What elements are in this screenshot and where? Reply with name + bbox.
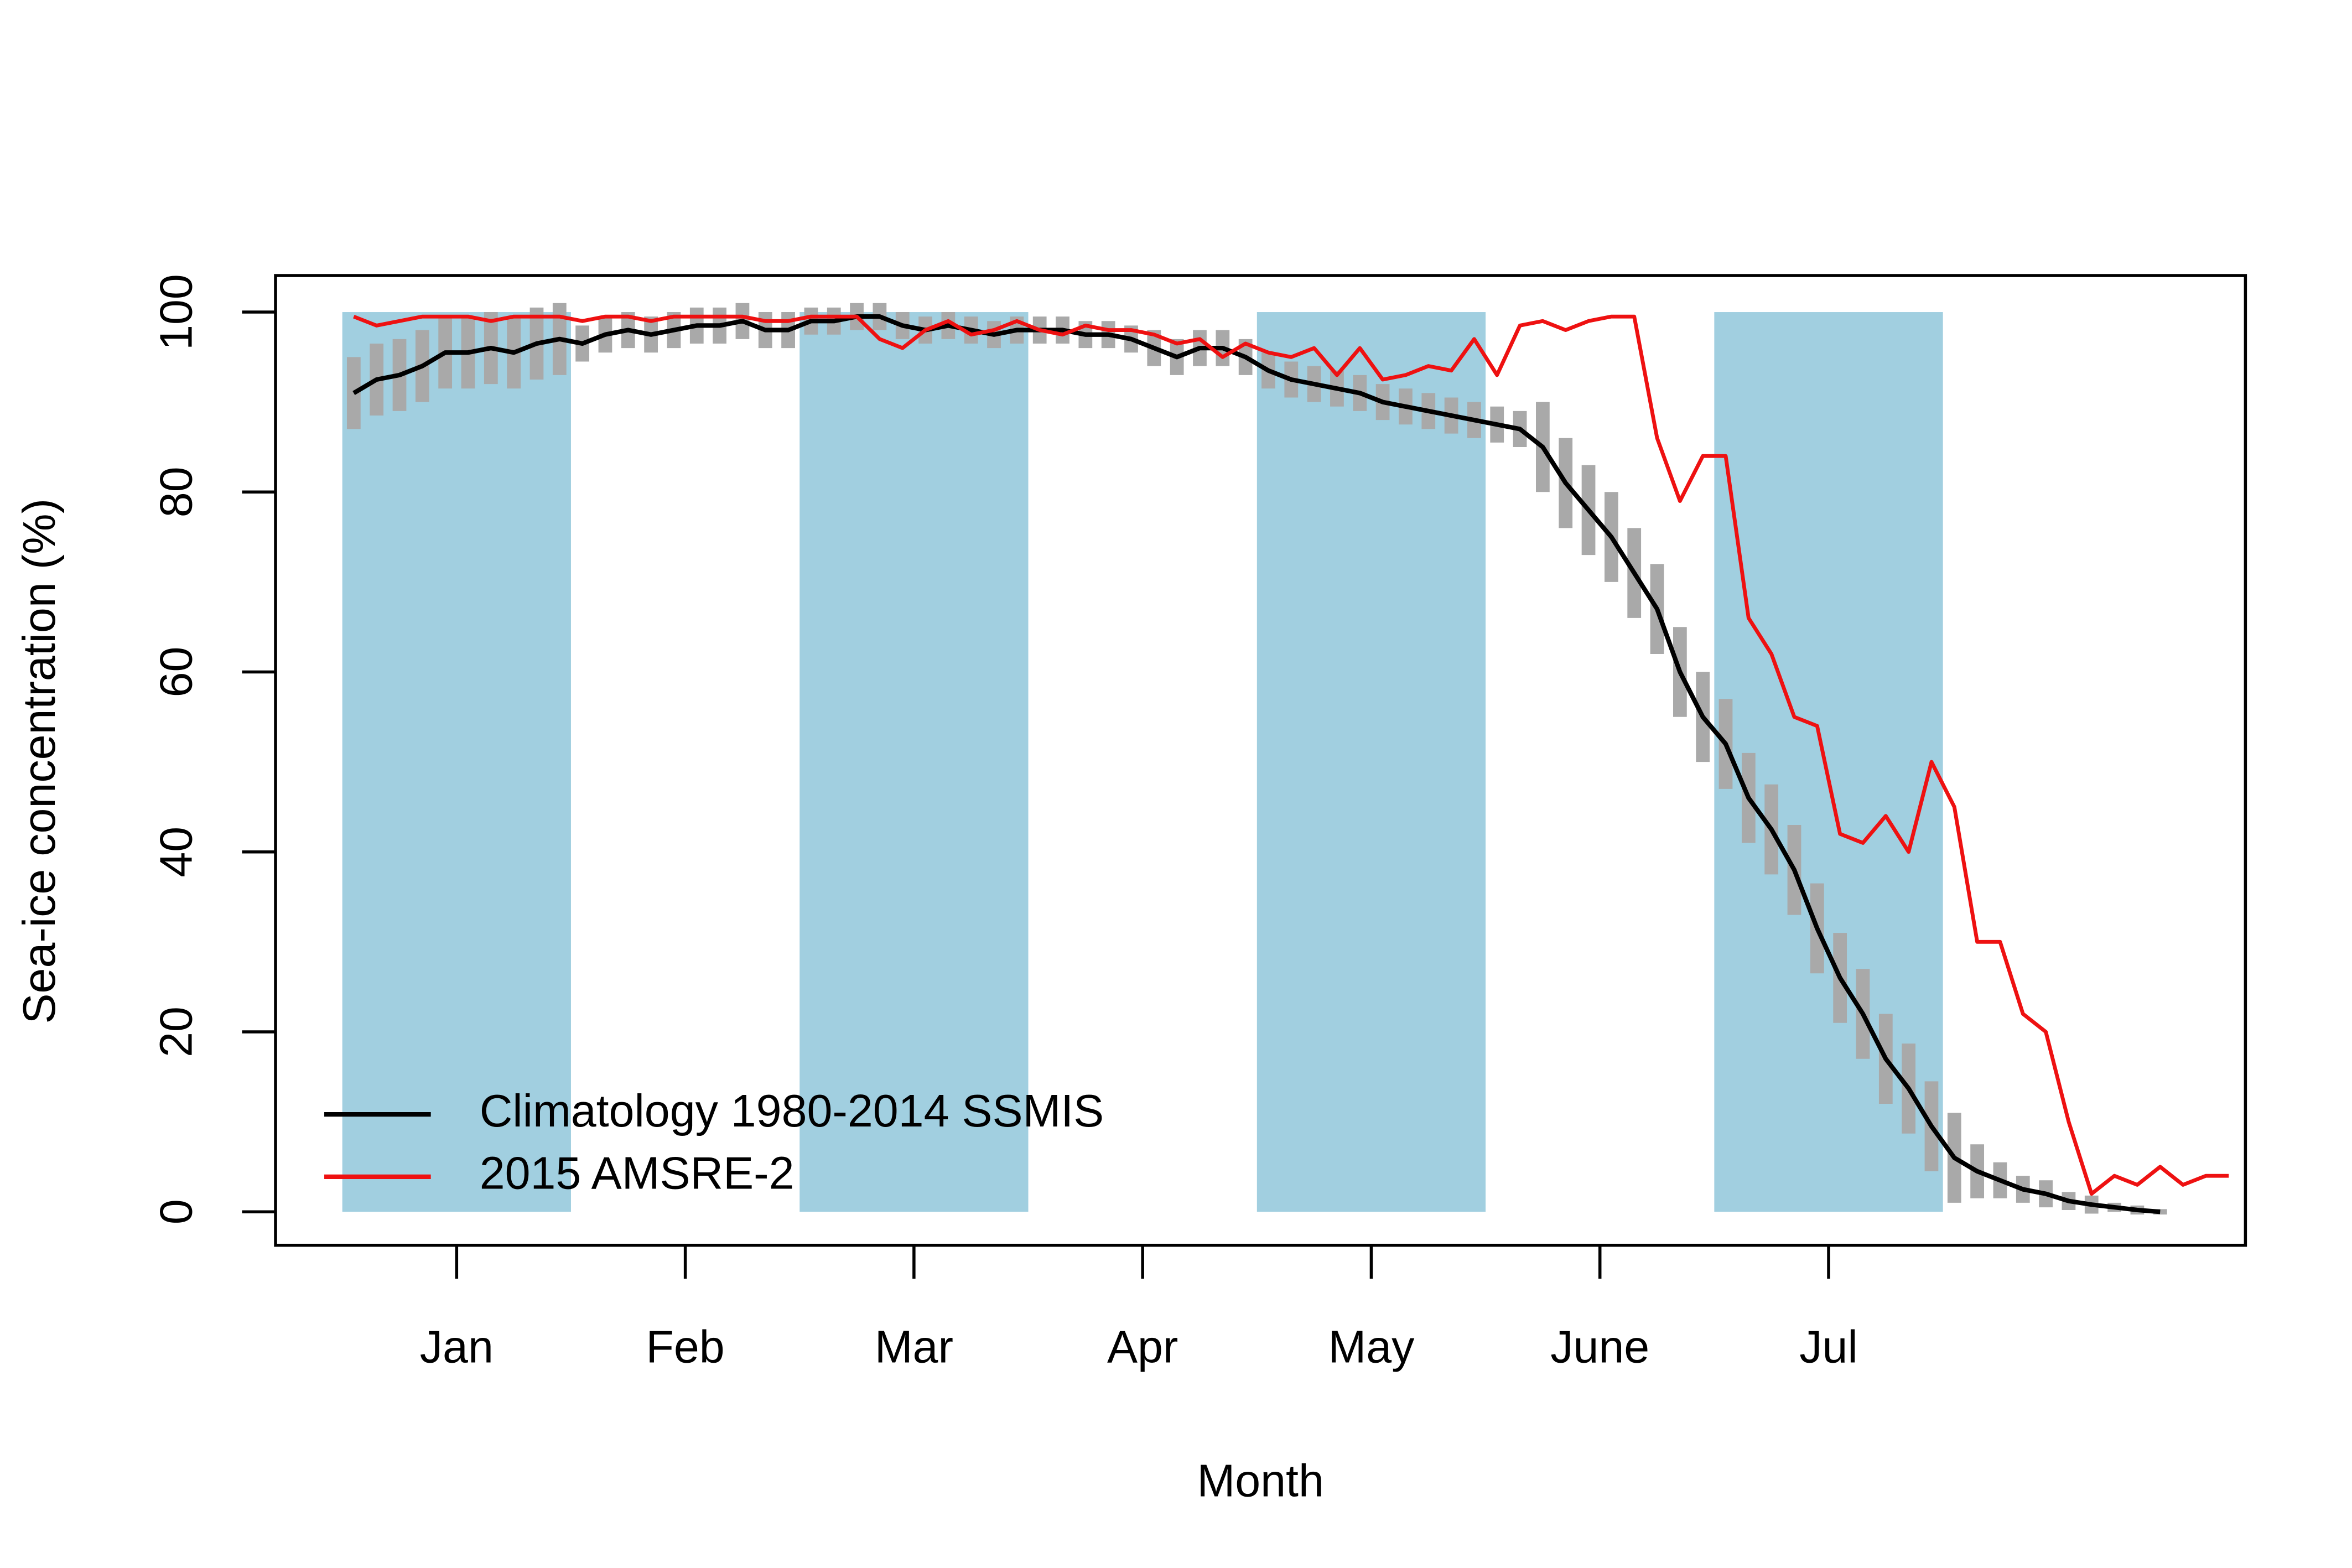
shaded-span <box>1257 312 1486 1212</box>
plot-frame <box>274 274 2247 1247</box>
y-axis-label: Sea-ice concentration (%) <box>14 499 65 1024</box>
legend-label: Climatology 1980-2014 SSMIS <box>480 1086 1104 1136</box>
x-tick-label: Jul <box>1799 1321 1858 1372</box>
x-tick-label: Jan <box>420 1321 494 1372</box>
y-tick-label: 60 <box>150 647 201 698</box>
x-tick-label: Feb <box>646 1321 724 1372</box>
shaded-span <box>799 312 1029 1212</box>
series-line <box>353 314 2229 1196</box>
y-tick-label: 100 <box>150 274 201 350</box>
legend-label: 2015 AMSRE-2 <box>480 1148 795 1199</box>
series-line <box>352 314 2161 1214</box>
y-tick-label: 20 <box>150 1006 201 1057</box>
y-tick-label: 80 <box>150 466 201 517</box>
y-tick-label: 40 <box>150 827 201 878</box>
x-axis-label: Month <box>1197 1455 1324 1506</box>
x-tick-label: Mar <box>875 1321 953 1372</box>
x-tick-label: June <box>1550 1321 1649 1372</box>
x-tick-label: May <box>1328 1321 1415 1372</box>
x-tick-label: Apr <box>1107 1321 1178 1372</box>
shaded-span <box>342 312 571 1212</box>
y-tick-label: 0 <box>150 1199 201 1224</box>
